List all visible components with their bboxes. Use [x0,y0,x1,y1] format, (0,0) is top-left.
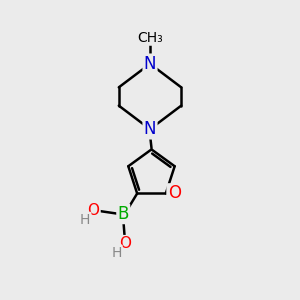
Text: CH₃: CH₃ [137,31,163,45]
Text: H: H [80,213,90,227]
Text: H: H [111,245,122,260]
Text: N: N [144,120,156,138]
Text: N: N [144,55,156,73]
Text: O: O [168,184,181,202]
Text: O: O [119,236,131,251]
Text: O: O [88,203,100,218]
Text: B: B [118,205,129,223]
